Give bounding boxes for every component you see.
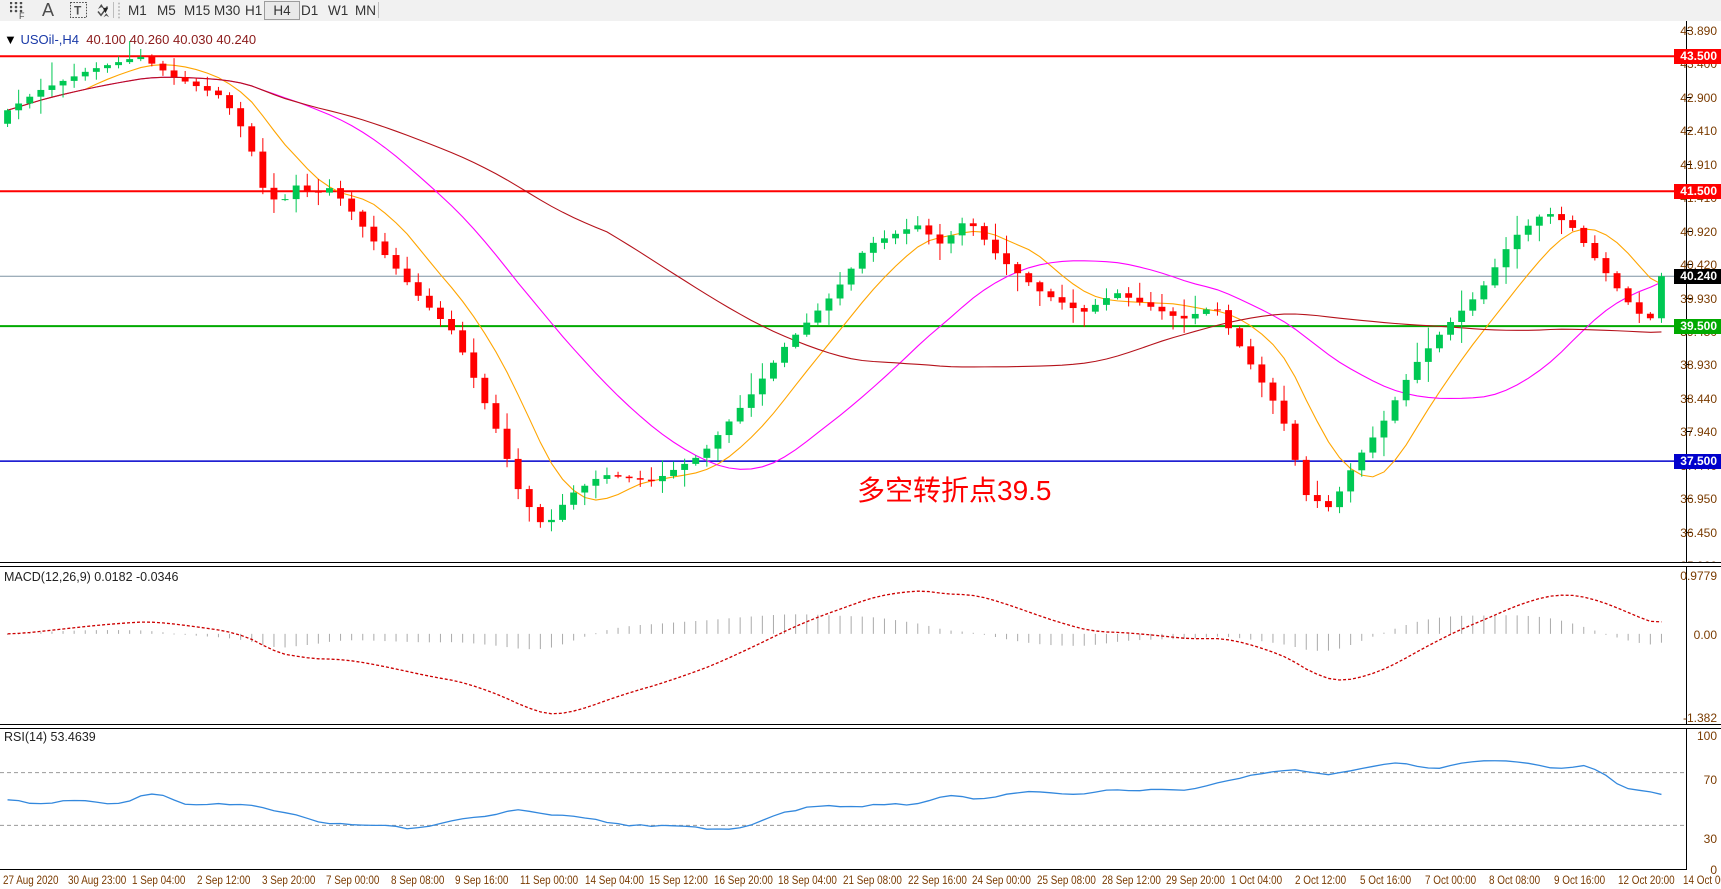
svg-text:T: T (74, 4, 82, 18)
svg-text:F: F (19, 11, 25, 19)
